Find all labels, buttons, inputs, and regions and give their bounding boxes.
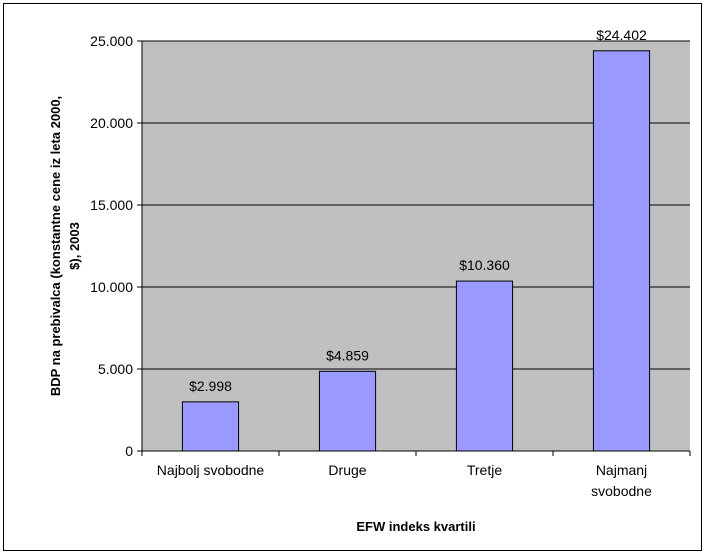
y-tick-label: 15.000: [90, 197, 133, 213]
x-axis-title: EFW indeks kvartili: [356, 519, 475, 534]
y-tick-labels: 0 5.000 10.000 15.000 20.000 25.000: [90, 33, 133, 459]
y-axis-title-line: BDP na prebivalca (konstantne cene iz le…: [48, 96, 63, 396]
x-tick-labels: Najbolj svobodne Druge Tretje Najmanj svobod…: [157, 462, 652, 499]
y-tick-label: 0: [125, 443, 133, 459]
bar: [592, 50, 651, 452]
bars: [181, 50, 651, 452]
data-label: $2.998: [189, 378, 232, 394]
y-tick-label: 20.000: [90, 115, 133, 131]
x-tick-label: Najbolj svobodne: [157, 462, 265, 478]
x-tick-label: Druge: [328, 462, 366, 478]
data-label: $10.360: [459, 257, 510, 273]
bar: [318, 370, 377, 452]
data-label: $24.402: [596, 27, 647, 43]
bar: [181, 401, 240, 452]
bar: [455, 280, 514, 452]
x-tick-label: svobodne: [591, 483, 652, 499]
data-label: $4.859: [326, 347, 369, 363]
y-tick-label: 10.000: [90, 279, 133, 295]
x-tick-label: Najmanj: [596, 462, 647, 478]
axes: [137, 40, 691, 456]
x-tick-label: Tretje: [467, 462, 502, 478]
y-tick-label: 25.000: [90, 33, 133, 49]
y-tick-label: 5.000: [98, 361, 133, 377]
data-labels: $2.998 $4.859 $10.360 $24.402: [189, 27, 647, 394]
y-axis-title-line: $), 2003: [67, 222, 82, 270]
y-axis-title: BDP na prebivalca (konstantne cene iz le…: [48, 96, 82, 396]
